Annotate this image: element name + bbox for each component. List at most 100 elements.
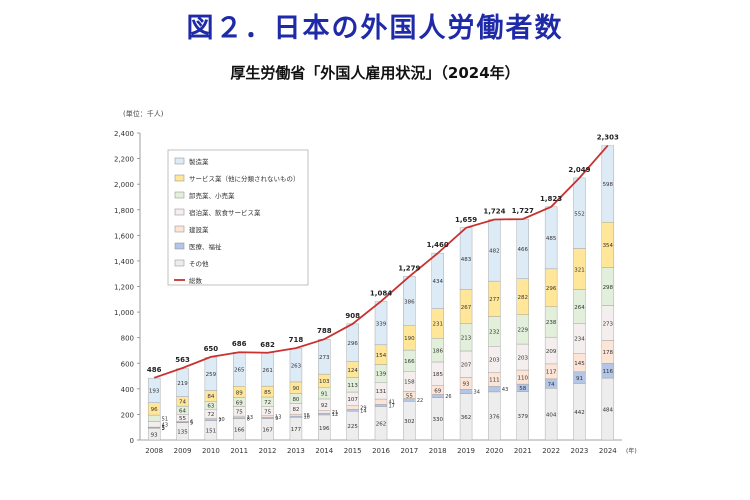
bar-segment [318, 410, 331, 414]
legend-label: サービス業（他に分類されないもの） [189, 174, 300, 183]
bar-segment-label: 273 [603, 321, 614, 327]
bar-segment-label: 26 [445, 394, 451, 400]
bar-segment-label: 190 [404, 336, 415, 342]
legend-swatch [174, 157, 185, 165]
legend-swatch [174, 225, 185, 233]
bar-segment [233, 415, 246, 418]
legend-swatch [174, 242, 185, 250]
bar-segment-label: 203 [518, 355, 529, 361]
bar-segment-label: 154 [376, 353, 387, 359]
bar-segment-label: 209 [546, 349, 557, 355]
bar-segment-label: 166 [234, 428, 245, 434]
bar-segment-label: 379 [518, 414, 529, 420]
x-tick-label: 2017 [400, 447, 418, 455]
total-data-label: 486 [147, 366, 162, 374]
page-subtitle: 厚生労働省「外国人雇用状況」（2024年） [230, 64, 520, 82]
bar-segment-label: 85 [264, 390, 271, 396]
legend-label: 宿泊業、飲食サービス業 [189, 208, 261, 217]
total-data-label: 650 [204, 345, 219, 353]
bar-segment-label: 330 [432, 417, 443, 423]
y-tick-label: 1,800 [114, 207, 134, 215]
bar-segment-label: 17 [389, 403, 395, 409]
bar-segment-label: 75 [236, 410, 243, 416]
bar-segment-label: 234 [574, 337, 585, 343]
bar-segment-label: 321 [574, 267, 585, 273]
bar-segment-label: 296 [546, 286, 557, 292]
x-tick-label: 2011 [230, 447, 248, 455]
bar-segment-label: 43 [502, 387, 508, 393]
bar-segment-label: 238 [546, 320, 557, 326]
total-data-label: 2,049 [568, 166, 590, 174]
y-tick-label: 1,000 [114, 309, 134, 317]
total-data-label: 1,727 [512, 207, 534, 215]
bar-segment-label: 72 [207, 412, 214, 418]
bar-segment-label: 92 [321, 403, 328, 409]
y-tick-label: 1,600 [114, 232, 134, 240]
bar-segment-label: 298 [603, 285, 614, 291]
total-data-label: 1,460 [427, 241, 449, 249]
x-tick-label: 2009 [174, 447, 192, 455]
bar-segment-label: 96 [151, 407, 158, 413]
bar-segment [318, 413, 331, 416]
y-unit-label: (単位：千人) [123, 109, 164, 118]
bar-segment-label: 34 [474, 390, 480, 396]
bar-segment-label: 404 [546, 412, 557, 418]
bar-segment-label: 466 [518, 247, 529, 253]
legend-label: 製造業 [189, 157, 209, 166]
x-tick-label: 2016 [372, 447, 390, 455]
bar-segment-label: 263 [291, 363, 302, 369]
legend-swatch [174, 259, 185, 267]
bar-segment-label: 111 [489, 378, 500, 384]
bar-segment-label: 90 [292, 386, 299, 392]
bar-segment-label: 386 [404, 299, 415, 305]
bar-segment-label: 6 [190, 420, 193, 426]
bar-segment-label: 483 [461, 257, 472, 263]
bar-segment [374, 404, 388, 407]
bar-segment-label: 13 [247, 415, 253, 421]
bar-segment-label: 376 [489, 414, 500, 420]
x-tick-label: 2022 [542, 447, 560, 455]
bar-segment-label: 485 [546, 236, 557, 242]
total-data-label: 1,823 [540, 195, 562, 203]
bar-segment-label: 74 [548, 382, 555, 388]
total-data-label: 1,724 [483, 207, 505, 215]
legend-label: 医療、福祉 [189, 242, 222, 251]
bar-segment-label: 362 [461, 415, 472, 421]
x-tick-label: 2023 [571, 447, 589, 455]
bar-segment-label: 21 [332, 410, 338, 416]
bar-segment-label: 80 [292, 397, 299, 403]
bar-segment-label: 64 [179, 408, 186, 414]
bar-segment-label: 117 [546, 370, 557, 376]
bar-segment-label: 5 [162, 425, 165, 431]
bar-segment-label: 185 [432, 372, 443, 378]
bar-segment-label: 339 [376, 321, 387, 327]
total-data-label: 2,303 [597, 133, 619, 141]
bar-segment [289, 413, 303, 417]
x-tick-label: 2021 [514, 447, 532, 455]
bar-segment-label: 15 [303, 413, 309, 419]
bar-segment-label: 484 [603, 407, 614, 413]
legend-box [167, 149, 309, 286]
bar-segment-label: 55 [179, 416, 186, 422]
y-tick-label: 2,000 [114, 181, 134, 189]
bar-segment-label: 442 [574, 410, 585, 416]
bar-segment-label: 55 [406, 393, 413, 399]
y-tick-label: 2,200 [114, 156, 134, 164]
bar-segment-label: 213 [461, 336, 472, 342]
bar-segment [346, 405, 359, 410]
x-tick-label: 2024 [599, 447, 617, 455]
bar-segment-label: 232 [489, 330, 500, 336]
bar-segment-label: 22 [417, 398, 423, 404]
bar-segment-label: 74 [179, 400, 186, 406]
bar-segment-label: 113 [347, 383, 358, 389]
total-data-label: 682 [260, 341, 275, 349]
bar-segment-label: 139 [376, 372, 387, 378]
bar-segment-label: 262 [376, 422, 387, 428]
y-tick-label: 0 [130, 437, 134, 445]
bar-segment-label: 131 [376, 389, 387, 395]
bar-segment-label: 10 [218, 417, 224, 423]
bar-segment-label: 302 [404, 419, 415, 425]
total-data-label: 718 [289, 336, 304, 344]
bar-segment-label: 91 [321, 391, 328, 397]
